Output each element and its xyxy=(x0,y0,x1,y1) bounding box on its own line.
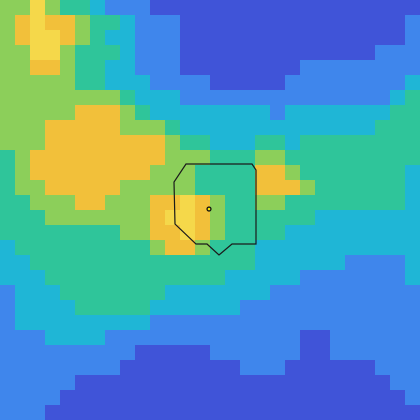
location-dot-icon[interactable] xyxy=(207,207,211,211)
region-boundary[interactable] xyxy=(173,163,257,256)
